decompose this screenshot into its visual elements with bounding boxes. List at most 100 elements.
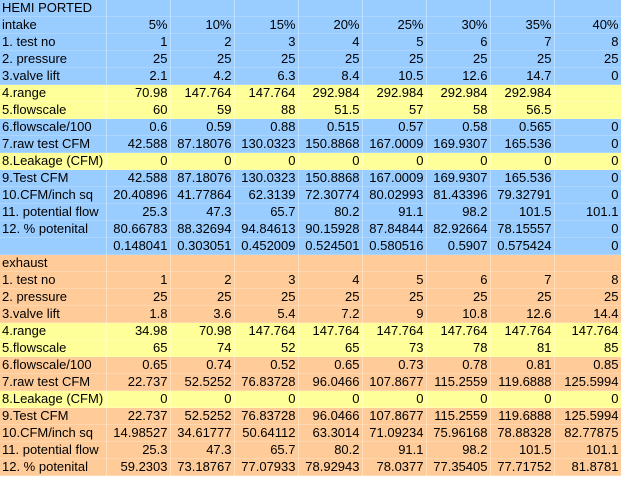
data-cell[interactable]: 52.5252 bbox=[170, 407, 235, 425]
data-cell[interactable]: 63.3014 bbox=[298, 424, 363, 442]
data-cell[interactable]: 62.3139 bbox=[234, 186, 299, 204]
row-label-cell[interactable]: 7.raw test CFM bbox=[0, 135, 107, 153]
data-cell[interactable]: 0.580516 bbox=[362, 237, 427, 255]
data-cell[interactable]: 25 bbox=[426, 50, 491, 68]
data-cell[interactable]: 25 bbox=[554, 50, 621, 68]
data-cell[interactable]: 1.8 bbox=[106, 305, 171, 323]
data-cell[interactable]: 47.3 bbox=[170, 441, 235, 459]
data-cell[interactable]: 147.764 bbox=[426, 322, 491, 340]
data-cell[interactable]: 51.5 bbox=[298, 101, 363, 119]
data-cell[interactable]: 72.30774 bbox=[298, 186, 363, 204]
data-cell[interactable]: 0 bbox=[426, 390, 491, 408]
data-cell[interactable]: 167.0009 bbox=[362, 169, 427, 187]
row-label-cell[interactable]: 8.Leakage (CFM) bbox=[0, 390, 107, 408]
data-cell[interactable]: 78.0377 bbox=[362, 458, 427, 476]
data-cell[interactable]: 81.8781 bbox=[554, 458, 621, 476]
row-label-cell[interactable]: 12. % potenital bbox=[0, 458, 107, 476]
row-label-cell[interactable]: 5.flowscale bbox=[0, 339, 107, 357]
data-cell[interactable]: 0.58 bbox=[426, 118, 491, 136]
data-cell[interactable]: 0.565 bbox=[490, 118, 555, 136]
data-cell[interactable]: 3.6 bbox=[170, 305, 235, 323]
data-cell[interactable] bbox=[426, 254, 491, 272]
data-cell[interactable]: 147.764 bbox=[554, 322, 621, 340]
data-cell[interactable]: 150.8868 bbox=[298, 135, 363, 153]
data-cell[interactable]: 73 bbox=[362, 339, 427, 357]
data-cell[interactable]: 59 bbox=[170, 101, 235, 119]
data-cell[interactable]: 119.6888 bbox=[490, 373, 555, 391]
data-cell[interactable]: 169.9307 bbox=[426, 135, 491, 153]
data-cell[interactable]: 292.984 bbox=[490, 84, 555, 102]
data-cell[interactable]: 5 bbox=[362, 33, 427, 51]
data-cell[interactable]: 5% bbox=[106, 16, 171, 34]
data-cell[interactable] bbox=[554, 254, 621, 272]
data-cell[interactable]: 0 bbox=[490, 152, 555, 170]
data-cell[interactable]: 292.984 bbox=[362, 84, 427, 102]
row-label-cell[interactable]: 9.Test CFM bbox=[0, 169, 107, 187]
data-cell[interactable]: 6 bbox=[426, 271, 491, 289]
data-cell[interactable]: 42.588 bbox=[106, 135, 171, 153]
data-cell[interactable]: 78.92943 bbox=[298, 458, 363, 476]
data-cell[interactable]: 59.2303 bbox=[106, 458, 171, 476]
data-cell[interactable]: 2.1 bbox=[106, 67, 171, 85]
data-cell[interactable]: 107.8677 bbox=[362, 373, 427, 391]
data-cell[interactable]: 0 bbox=[170, 152, 235, 170]
row-label-cell[interactable]: 8.Leakage (CFM) bbox=[0, 152, 107, 170]
data-cell[interactable]: 0.73 bbox=[362, 356, 427, 374]
data-cell[interactable]: 2 bbox=[170, 33, 235, 51]
data-cell[interactable]: 0.57 bbox=[362, 118, 427, 136]
data-cell[interactable]: 25 bbox=[234, 50, 299, 68]
data-cell[interactable]: 87.84844 bbox=[362, 220, 427, 238]
data-cell[interactable]: 80.66783 bbox=[106, 220, 171, 238]
data-cell[interactable]: 82.92664 bbox=[426, 220, 491, 238]
data-cell[interactable]: 90.15928 bbox=[298, 220, 363, 238]
data-cell[interactable]: 0 bbox=[362, 390, 427, 408]
row-label-cell[interactable]: 1. test no bbox=[0, 33, 107, 51]
data-cell[interactable] bbox=[298, 254, 363, 272]
data-cell[interactable]: 101.5 bbox=[490, 203, 555, 221]
data-cell[interactable]: 115.2559 bbox=[426, 407, 491, 425]
data-cell[interactable]: 0.303051 bbox=[170, 237, 235, 255]
data-cell[interactable]: 25 bbox=[362, 288, 427, 306]
data-cell[interactable]: 65.7 bbox=[234, 441, 299, 459]
data-cell[interactable]: 0 bbox=[554, 220, 621, 238]
data-cell[interactable]: 165.536 bbox=[490, 169, 555, 187]
data-cell[interactable]: 25 bbox=[490, 288, 555, 306]
data-cell[interactable]: 87.18076 bbox=[170, 169, 235, 187]
row-label-cell[interactable]: 12. % potenital bbox=[0, 220, 107, 238]
data-cell[interactable]: 60 bbox=[106, 101, 171, 119]
data-cell[interactable]: 8 bbox=[554, 33, 621, 51]
data-cell[interactable]: 76.83728 bbox=[234, 407, 299, 425]
data-cell[interactable]: 70.98 bbox=[106, 84, 171, 102]
data-cell[interactable] bbox=[298, 0, 363, 17]
data-cell[interactable]: 91.1 bbox=[362, 441, 427, 459]
data-cell[interactable]: 0.148041 bbox=[106, 237, 171, 255]
data-cell[interactable]: 0.575424 bbox=[490, 237, 555, 255]
data-cell[interactable]: 0.515 bbox=[298, 118, 363, 136]
data-cell[interactable]: 80.2 bbox=[298, 441, 363, 459]
data-cell[interactable]: 147.764 bbox=[298, 322, 363, 340]
data-cell[interactable]: 10.8 bbox=[426, 305, 491, 323]
data-cell[interactable] bbox=[554, 101, 621, 119]
row-label-cell[interactable]: exhaust bbox=[0, 254, 107, 272]
data-cell[interactable]: 150.8868 bbox=[298, 169, 363, 187]
data-cell[interactable]: 78.88328 bbox=[490, 424, 555, 442]
data-cell[interactable]: 147.764 bbox=[234, 84, 299, 102]
data-cell[interactable]: 292.984 bbox=[426, 84, 491, 102]
data-cell[interactable] bbox=[362, 0, 427, 17]
data-cell[interactable]: 98.2 bbox=[426, 203, 491, 221]
data-cell[interactable]: 98.2 bbox=[426, 441, 491, 459]
data-cell[interactable]: 0.65 bbox=[106, 356, 171, 374]
row-label-cell[interactable]: HEMI PORTED bbox=[0, 0, 107, 17]
row-label-cell[interactable]: 6.flowscale/100 bbox=[0, 118, 107, 136]
data-cell[interactable]: 25 bbox=[362, 50, 427, 68]
data-cell[interactable]: 0.88 bbox=[234, 118, 299, 136]
data-cell[interactable]: 79.32791 bbox=[490, 186, 555, 204]
data-cell[interactable]: 101.1 bbox=[554, 203, 621, 221]
data-cell[interactable]: 25 bbox=[234, 288, 299, 306]
data-cell[interactable]: 91.1 bbox=[362, 203, 427, 221]
data-cell[interactable]: 8 bbox=[554, 271, 621, 289]
data-cell[interactable]: 0 bbox=[554, 169, 621, 187]
data-cell[interactable]: 78 bbox=[426, 339, 491, 357]
row-label-cell[interactable] bbox=[0, 237, 107, 255]
data-cell[interactable]: 14.4 bbox=[554, 305, 621, 323]
